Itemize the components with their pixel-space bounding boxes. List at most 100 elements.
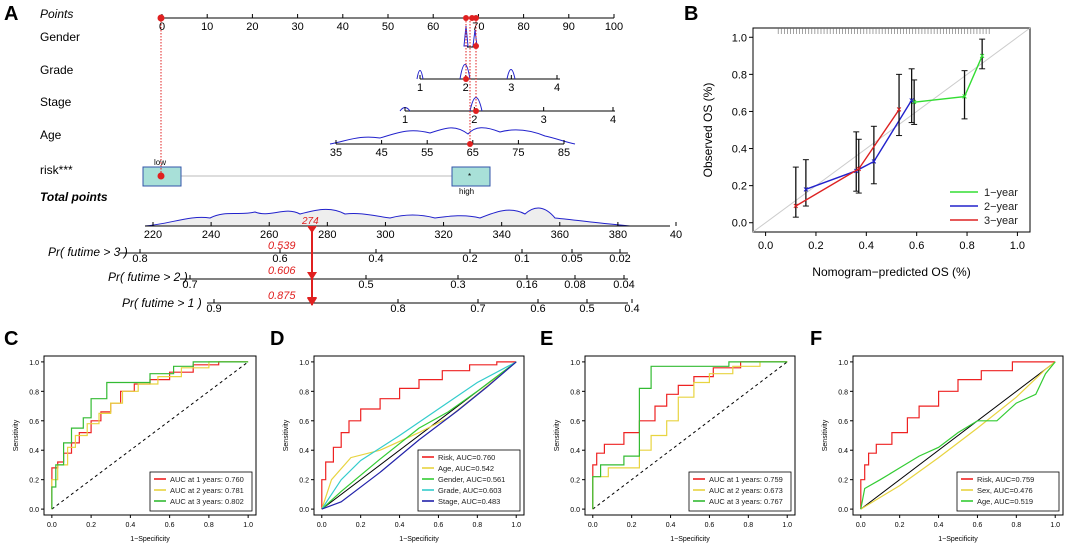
risk-label: risk*** — [40, 163, 73, 177]
calib-x-label: Nomogram−predicted OS (%) — [812, 265, 970, 279]
panel-letter-e: E — [540, 328, 553, 350]
calib-point: × — [871, 157, 876, 167]
total-tick-label: 280 — [318, 229, 336, 241]
risk-high-marker: * — [468, 172, 471, 181]
points-tick-label: 50 — [382, 21, 394, 33]
pr2-tick-label: 0.3 — [450, 279, 465, 291]
roc-panel-f: 0.0 0.0 0.2 0.2 0.4 0.4 0.6 0.6 0.8 0.8 1.0 1.0 1−Sp… — [822, 355, 1064, 543]
roc-frame — [313, 355, 525, 516]
pr1-tick-label: 0.6 — [530, 303, 545, 315]
roc-y-tick-label: 1.0 — [570, 360, 580, 367]
pr3-tick-label: 0.2 — [462, 253, 477, 265]
pr2-tick-label: 0.7 — [182, 279, 197, 291]
risk-high-label: high — [459, 187, 474, 196]
pr3-tick-label: 0.1 — [514, 253, 529, 265]
points-tick-label: 10 — [201, 21, 213, 33]
roc-y-tick-label: 1.0 — [299, 360, 309, 367]
calib-point: × — [980, 51, 985, 61]
calib-point: × — [912, 97, 917, 107]
roc-x-label: 1−Specificity — [670, 536, 710, 543]
roc-x-tick-label: 0.8 — [1011, 522, 1021, 529]
pr1-tick-label: 0.8 — [390, 303, 405, 315]
total-tick-label: 320 — [434, 229, 452, 241]
roc-legend-label: Grade, AUC=0.603 — [438, 486, 502, 495]
pr3-tick-label: 0.4 — [368, 253, 383, 265]
calib-line-3 — [795, 109, 900, 207]
total-tick-label: 240 — [202, 229, 220, 241]
pr3-tick-label: 0.05 — [561, 253, 582, 265]
stage-tick-label: 2 — [471, 114, 477, 126]
calib-y-label: Observed OS (%) — [701, 83, 715, 178]
calib-point: × — [909, 95, 914, 105]
roc-x-label: 1−Specificity — [938, 536, 978, 543]
panel-letter-c: C — [4, 328, 18, 350]
roc-x-tick-label: 0.0 — [317, 522, 327, 529]
roc-y-tick-label: 1.0 — [29, 360, 39, 367]
roc-curve-4 — [321, 361, 517, 510]
roc-x-tick-label: 0.8 — [204, 522, 214, 529]
roc-y-tick-label: 0.2 — [838, 478, 848, 485]
pr3-label: Pr( futime > 3 ) — [48, 245, 128, 259]
calib-x-tick-label: 0.0 — [758, 240, 773, 252]
age-density — [329, 127, 576, 145]
roc-y-tick-label: 1.0 — [838, 360, 848, 367]
calib-point: × — [793, 201, 798, 211]
grade-density-1 — [416, 70, 424, 80]
grade-tick-label: 1 — [417, 82, 423, 94]
roc-y-tick-label: 0.8 — [29, 389, 39, 396]
roc-x-tick-label: 0.4 — [395, 522, 405, 529]
panel-letter-a: A — [4, 3, 18, 25]
points-tick-label: 40 — [337, 21, 349, 33]
roc-frame — [584, 355, 796, 516]
roc-y-tick-label: 0.2 — [29, 478, 39, 485]
roc-legend-label: Stage, AUC=0.483 — [438, 497, 500, 506]
points-marker-risk — [157, 14, 165, 22]
pr3-value: 0.539 — [268, 240, 296, 252]
pr2-value: 0.606 — [268, 265, 296, 277]
pr1-marker — [307, 298, 317, 306]
points-tick-label: 30 — [291, 21, 303, 33]
roc-y-tick-label: 0.8 — [299, 389, 309, 396]
roc-frame — [852, 355, 1064, 516]
roc-y-tick-label: 0.0 — [29, 507, 39, 514]
pr3-marker — [307, 272, 317, 280]
pr3-tick-label: 0.6 — [272, 253, 287, 265]
age-tick-label: 75 — [512, 147, 524, 159]
points-tick-label: 70 — [472, 21, 484, 33]
roc-panel-d: 0.0 0.0 0.2 0.2 0.4 0.4 0.6 0.6 0.8 0.8 1.0 1.0 1−Sp… — [283, 355, 525, 543]
calib-y-tick-label: 0.8 — [732, 69, 747, 81]
roc-x-tick-label: 0.6 — [165, 522, 175, 529]
roc-curve-3 — [860, 361, 1056, 510]
roc-x-tick-label: 0.4 — [666, 522, 676, 529]
roc-legend-label: Sex, AUC=0.476 — [977, 486, 1033, 495]
roc-y-tick-label: 0.4 — [29, 448, 39, 455]
roc-legend-label: AUC at 1 years: 0.760 — [170, 475, 244, 484]
age-tick-label: 35 — [330, 147, 342, 159]
total-value: 274 — [301, 216, 319, 227]
roc-legend-label: Risk, AUC=0.760 — [438, 453, 495, 462]
total-tick-label: 340 — [492, 229, 510, 241]
total-tick-label: 40 — [670, 229, 682, 241]
calib-y-tick-label: 0.4 — [732, 144, 747, 156]
roc-y-tick-label: 0.6 — [299, 419, 309, 426]
roc-curve-3 — [51, 361, 249, 510]
pr2-tick-label: 0.16 — [516, 279, 537, 291]
pr3-tick-label: 0.8 — [132, 253, 147, 265]
roc-y-tick-label: 0.6 — [570, 419, 580, 426]
pr1-tick-label: 0.4 — [624, 303, 639, 315]
stage-point — [473, 108, 479, 114]
roc-y-tick-label: 0.2 — [299, 478, 309, 485]
age-tick-label: 85 — [558, 147, 570, 159]
roc-x-tick-label: 0.2 — [356, 522, 366, 529]
roc-legend-label: Gender, AUC=0.561 — [438, 475, 505, 484]
roc-y-tick-label: 0.8 — [570, 389, 580, 396]
roc-x-tick-label: 0.0 — [856, 522, 866, 529]
grade-tick-label: 3 — [508, 82, 514, 94]
roc-frame — [43, 355, 257, 516]
calib-point: × — [803, 184, 808, 194]
pr3-tick-label: 0.02 — [609, 253, 630, 265]
calib-line-1 — [914, 55, 983, 103]
calib-legend-label: 3−year — [984, 215, 1018, 227]
calib-y-tick-label: 0.2 — [732, 181, 747, 193]
grade-tick-label: 4 — [554, 82, 560, 94]
